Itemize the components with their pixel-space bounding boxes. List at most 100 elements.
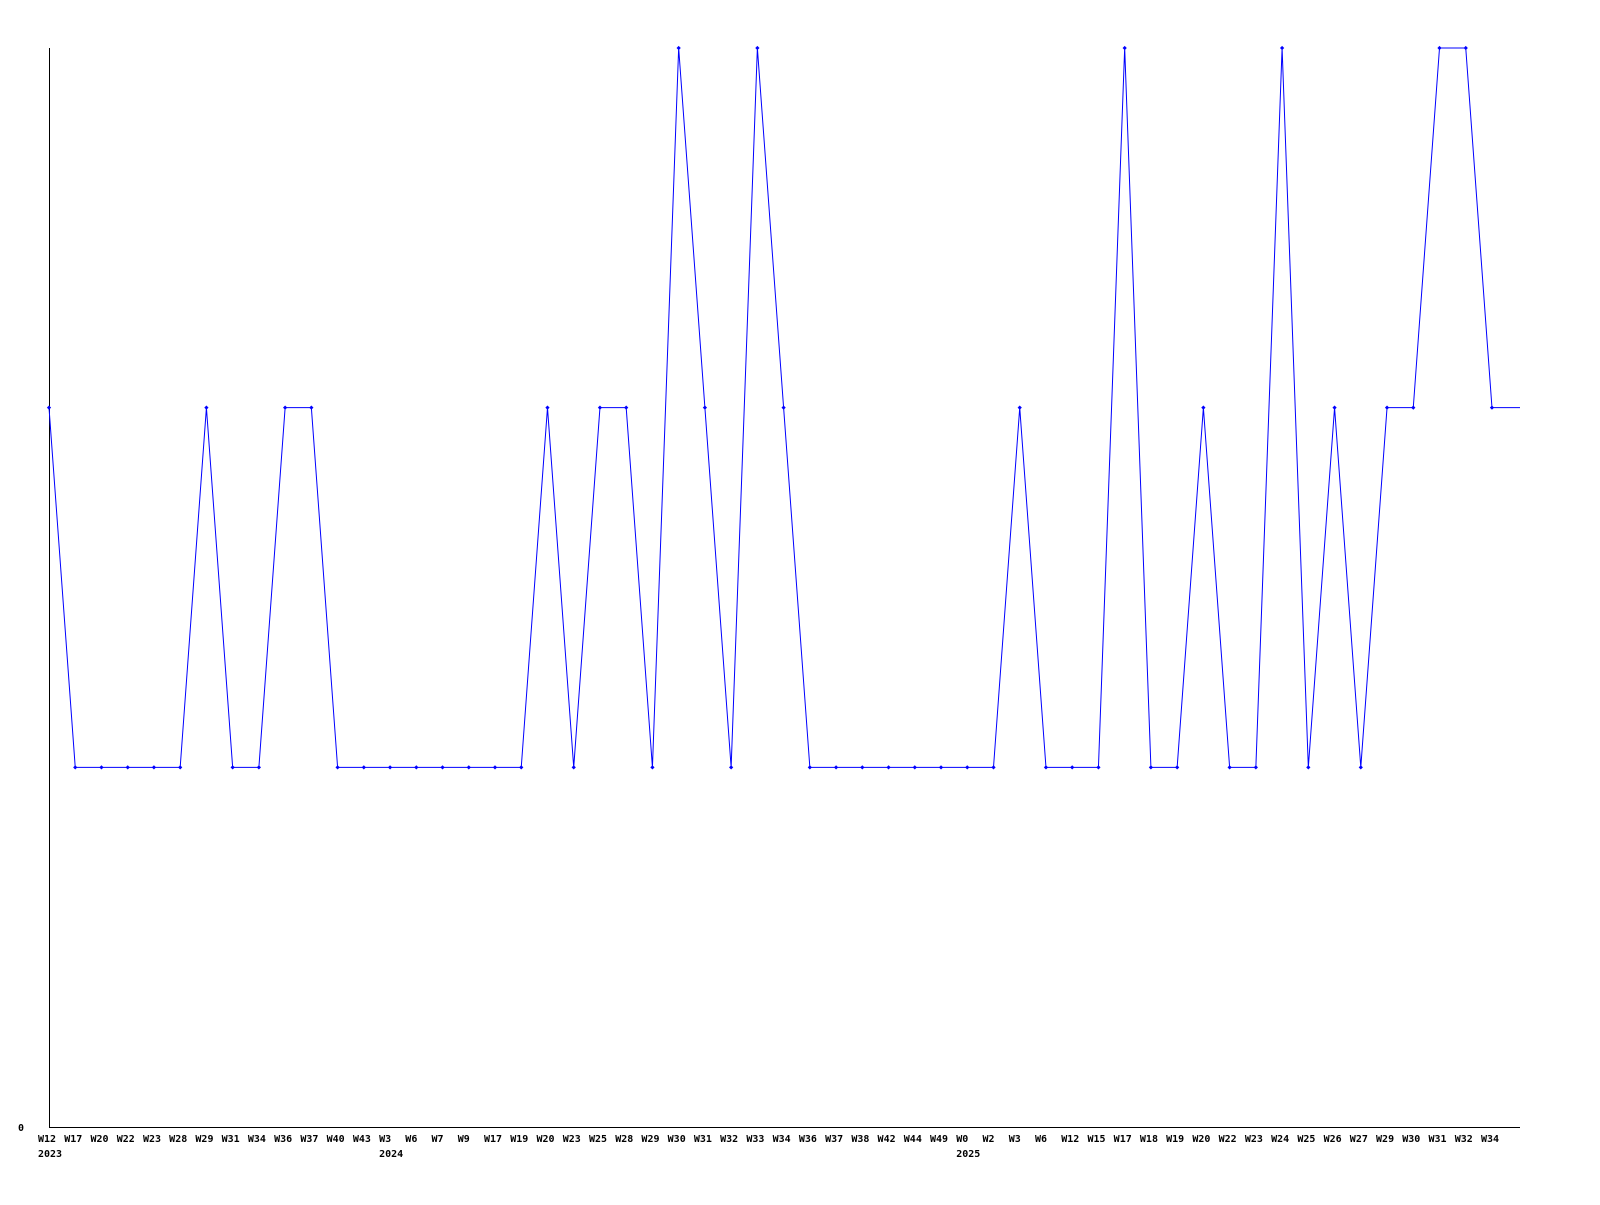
y-tick-label: 0 bbox=[18, 1123, 24, 1134]
data-point bbox=[125, 765, 130, 770]
x-tick-label: W7 bbox=[432, 1134, 444, 1145]
x-tick-label: W20 bbox=[90, 1134, 108, 1145]
x-tick-label: W17 bbox=[64, 1134, 82, 1145]
data-point bbox=[833, 765, 839, 770]
x-tick-label: W15 bbox=[1087, 1134, 1105, 1145]
data-point bbox=[230, 765, 235, 770]
x-tick-label: W25 bbox=[589, 1134, 607, 1145]
data-point bbox=[650, 765, 655, 770]
data-point bbox=[1384, 405, 1390, 410]
x-tick-label: W43 bbox=[353, 1134, 371, 1145]
data-point bbox=[597, 405, 603, 410]
x-tick-label: W23 bbox=[563, 1134, 581, 1145]
data-point bbox=[73, 765, 78, 770]
x-tick-label: W49 bbox=[930, 1134, 948, 1145]
data-point bbox=[335, 765, 340, 770]
x-tick-label: W29 bbox=[641, 1134, 659, 1145]
data-point bbox=[755, 45, 760, 51]
x-tick-label: W6 bbox=[405, 1134, 417, 1145]
x-tick-label: W37 bbox=[825, 1134, 843, 1145]
x-tick-label: W23 bbox=[1245, 1134, 1263, 1145]
x-tick-label: W17 bbox=[1114, 1134, 1132, 1145]
data-point bbox=[702, 405, 708, 410]
data-point bbox=[1253, 765, 1258, 770]
data-point bbox=[204, 405, 209, 410]
data-point bbox=[1279, 45, 1285, 51]
year-label: 2024 bbox=[379, 1149, 403, 1160]
data-point bbox=[1096, 765, 1101, 770]
data-point bbox=[1070, 765, 1075, 770]
data-point bbox=[1437, 45, 1442, 51]
x-tick-label: W26 bbox=[1324, 1134, 1342, 1145]
x-tick-label: W40 bbox=[327, 1134, 345, 1145]
data-point bbox=[991, 765, 996, 770]
x-tick-label: W28 bbox=[615, 1134, 633, 1145]
data-point bbox=[807, 765, 812, 770]
x-tick-label: W19 bbox=[510, 1134, 528, 1145]
x-tick-label: W3 bbox=[379, 1134, 391, 1145]
x-tick-label: W28 bbox=[169, 1134, 187, 1145]
data-point bbox=[1306, 765, 1311, 770]
data-point bbox=[676, 45, 681, 51]
data-point bbox=[1411, 405, 1416, 410]
x-tick-label: W44 bbox=[904, 1134, 922, 1145]
x-tick-label: W12 bbox=[38, 1134, 56, 1145]
data-point bbox=[256, 765, 262, 770]
data-point bbox=[965, 765, 970, 770]
x-tick-label: W38 bbox=[851, 1134, 869, 1145]
x-tick-label: W36 bbox=[799, 1134, 817, 1145]
x-tick-label: W31 bbox=[222, 1134, 240, 1145]
data-point bbox=[1489, 405, 1495, 410]
x-tick-label: W30 bbox=[1402, 1134, 1420, 1145]
x-tick-label: W37 bbox=[300, 1134, 318, 1145]
data-point bbox=[938, 765, 944, 770]
x-tick-label: W18 bbox=[1140, 1134, 1158, 1145]
x-tick-label: W20 bbox=[536, 1134, 554, 1145]
data-point bbox=[860, 765, 865, 770]
data-point bbox=[414, 765, 419, 770]
x-tick-label: W12 bbox=[1061, 1134, 1079, 1145]
x-tick-label: W30 bbox=[668, 1134, 686, 1145]
x-tick-label: W34 bbox=[1481, 1134, 1499, 1145]
data-point bbox=[545, 405, 550, 410]
data-point bbox=[151, 765, 157, 770]
data-point bbox=[99, 765, 104, 770]
x-tick-label: W23 bbox=[143, 1134, 161, 1145]
data-point bbox=[729, 765, 734, 770]
x-tick-label: W42 bbox=[878, 1134, 896, 1145]
data-point bbox=[1043, 765, 1049, 770]
data-point bbox=[361, 765, 366, 770]
x-tick-label: W34 bbox=[248, 1134, 266, 1145]
x-tick-labels: W12 W17 W20 W22 W23 W28 W29 W31 W34 W36 W37 W40 W43 W… bbox=[38, 1134, 1499, 1160]
x-tick-label: W17 bbox=[484, 1134, 502, 1145]
data-point bbox=[466, 765, 471, 770]
x-tick-label: W22 bbox=[117, 1134, 135, 1145]
data-point bbox=[309, 405, 314, 410]
x-tick-label: W6 bbox=[1035, 1134, 1047, 1145]
data-point bbox=[492, 765, 498, 770]
x-tick-label: W9 bbox=[458, 1134, 470, 1145]
x-tick-label: W32 bbox=[1455, 1134, 1473, 1145]
x-tick-label: W32 bbox=[720, 1134, 738, 1145]
data-point bbox=[440, 765, 445, 770]
x-tick-label: W2 bbox=[982, 1134, 994, 1145]
data-point bbox=[283, 405, 288, 410]
x-tick-label: W0 bbox=[956, 1134, 968, 1145]
x-tick-label: W20 bbox=[1192, 1134, 1210, 1145]
data-point bbox=[1122, 45, 1127, 51]
x-tick-label: W19 bbox=[1166, 1134, 1184, 1145]
year-label: 2023 bbox=[38, 1149, 62, 1160]
x-tick-label: W29 bbox=[1376, 1134, 1394, 1145]
data-point bbox=[1201, 405, 1206, 410]
data-point bbox=[178, 765, 183, 770]
x-tick-label: W24 bbox=[1271, 1134, 1289, 1145]
year-label: 2025 bbox=[956, 1149, 980, 1160]
data-point bbox=[781, 405, 786, 410]
x-tick-label: W34 bbox=[773, 1134, 791, 1145]
data-point bbox=[519, 765, 524, 770]
data-point bbox=[1227, 765, 1232, 770]
x-tick-label: W31 bbox=[1429, 1134, 1447, 1145]
data-point bbox=[1017, 405, 1022, 410]
data-point bbox=[1463, 45, 1468, 51]
